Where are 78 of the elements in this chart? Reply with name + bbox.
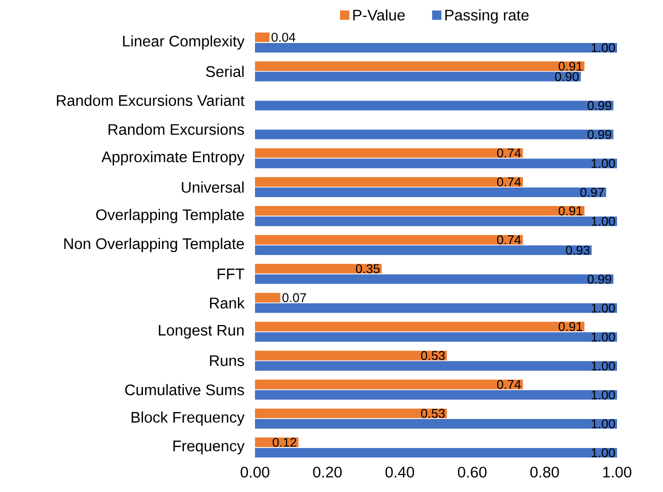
data-label: 1.00 — [592, 43, 615, 52]
y-tick-label: Random Excursions Variant — [56, 94, 244, 106]
data-label: 1.00 — [592, 332, 615, 342]
bar — [255, 72, 581, 82]
data-label: 0.53 — [421, 351, 445, 360]
bar — [255, 332, 618, 342]
data-label: 0.35 — [356, 264, 380, 274]
bar — [255, 100, 614, 110]
bar — [255, 148, 523, 158]
data-label: 1.00 — [592, 448, 615, 458]
data-label: 0.90 — [555, 72, 579, 82]
x-tick-label: 0.00 — [240, 466, 270, 478]
data-label: 0.97 — [580, 188, 604, 197]
bar — [255, 177, 523, 187]
bar — [255, 245, 592, 255]
data-label: 0.91 — [558, 62, 582, 71]
bar — [255, 292, 280, 302]
x-tick-label: 0.80 — [530, 466, 559, 478]
bar — [255, 32, 270, 42]
bar — [255, 216, 618, 226]
y-tick-label: Non Overlapping Template — [64, 238, 244, 252]
data-label: 1.00 — [592, 361, 615, 370]
bar — [255, 303, 618, 313]
data-label: 0.74 — [497, 148, 521, 158]
y-tick-label: Random Excursions — [108, 124, 244, 135]
legend-label: Passing rate — [445, 9, 529, 24]
bar — [255, 380, 523, 390]
y-tick-label: Longest Run — [158, 324, 244, 339]
bar — [255, 206, 584, 216]
y-tick-label: Rank — [210, 297, 245, 308]
bar — [255, 350, 447, 360]
data-label: 0.12 — [272, 438, 296, 447]
bar — [255, 61, 584, 71]
bar — [255, 264, 382, 274]
data-label: 0.91 — [558, 322, 582, 332]
data-label: 0.99 — [588, 130, 612, 139]
x-tick-label: 0.60 — [458, 466, 487, 478]
x-tick-label: 1.00 — [603, 466, 632, 478]
y-tick-label: FFT — [218, 268, 244, 280]
data-label: 0.53 — [421, 408, 445, 418]
data-label: 0.74 — [497, 380, 521, 389]
bar — [255, 408, 447, 418]
y-tick-label: Universal — [182, 182, 244, 193]
bar — [255, 235, 523, 245]
bar — [255, 390, 618, 400]
bar — [255, 419, 618, 429]
y-tick-label: Frequency — [173, 440, 245, 454]
data-label: 0.99 — [588, 274, 612, 284]
bar — [255, 42, 618, 52]
data-label: 1.00 — [592, 419, 615, 428]
y-tick-label: Overlapping Template — [96, 208, 244, 224]
data-label: 0.04 — [272, 32, 296, 42]
y-tick-label: Runs — [210, 355, 244, 366]
data-label: 0.93 — [566, 246, 590, 255]
bar — [255, 322, 584, 332]
y-tick-label: Cumulative Sums — [125, 384, 244, 396]
legend-label: P-Value — [353, 9, 405, 21]
x-tick-label: 0.20 — [313, 466, 342, 478]
y-tick-label: Block Frequency — [132, 411, 245, 426]
data-label: 0.74 — [497, 235, 521, 244]
y-tick-label: Linear Complexity — [123, 35, 245, 50]
y-tick-label: Serial — [206, 66, 244, 78]
data-label: 0.99 — [588, 101, 612, 110]
data-label: 0.74 — [497, 177, 521, 186]
bar — [255, 361, 618, 371]
bar — [255, 158, 618, 168]
data-label: 1.00 — [592, 390, 615, 400]
data-label: 1.00 — [592, 158, 615, 168]
data-label: 1.00 — [592, 304, 615, 313]
bar — [255, 188, 606, 198]
bar — [255, 448, 618, 458]
data-label: 1.00 — [592, 216, 615, 226]
bar — [255, 274, 614, 284]
data-label: 0.07 — [282, 293, 306, 302]
data-label: 0.91 — [558, 206, 582, 216]
x-tick-label: 0.40 — [385, 466, 414, 478]
y-tick-label: Approximate Entropy — [101, 151, 245, 166]
bar — [255, 130, 614, 140]
